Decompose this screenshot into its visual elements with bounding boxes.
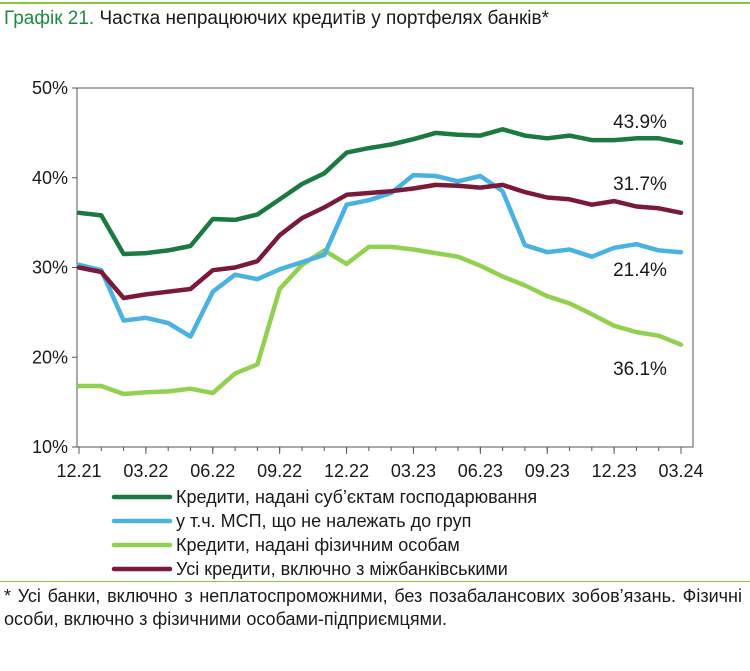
- line-chart: 10% 20% 30% 40% 50% 12.21 03.22 06.22 09.22 12.22…: [32, 78, 704, 579]
- x-tick-label: 03.24: [658, 461, 703, 481]
- y-tick-label: 50%: [32, 78, 68, 98]
- series-line-1: [76, 127, 684, 257]
- legend-label-3: Кредити, надані фізичним особам: [176, 535, 460, 555]
- x-tick-label: 06.22: [190, 461, 235, 481]
- chart-title: Графік 21. Частка непрацюючих кредитів у…: [4, 8, 549, 30]
- x-tick-label: 12.22: [324, 461, 369, 481]
- y-tick-label: 20%: [32, 347, 68, 367]
- legend-label-4: Усі кредити, включно з міжбанківськими: [176, 559, 508, 579]
- x-tick-label: 06.23: [458, 461, 503, 481]
- series-line-2: [76, 172, 684, 339]
- x-tick-label: 12.23: [592, 461, 637, 481]
- chart-number: Графік 21.: [4, 8, 95, 29]
- series-line-4: [76, 182, 684, 301]
- x-tick-label: 09.23: [525, 461, 570, 481]
- x-tick-label: 09.22: [257, 461, 302, 481]
- series-end-label-3: 21.4%: [613, 260, 667, 281]
- footnote: * Усі банки, включно з неплатоспроможним…: [4, 586, 742, 629]
- y-tick-label: 40%: [32, 168, 68, 188]
- series-end-label-2: 31.7%: [613, 174, 667, 195]
- series-end-label-1: 43.9%: [613, 112, 667, 133]
- y-tick-label: 10%: [32, 437, 68, 457]
- chart-title-text: Частка непрацюючих кредитів у портфелях …: [94, 8, 550, 29]
- y-tick-label: 30%: [32, 258, 68, 278]
- series-end-label-4: 36.1%: [613, 359, 667, 380]
- x-tick-label: 03.23: [391, 461, 436, 481]
- series-line-3: [76, 244, 684, 397]
- legend-label-1: Кредити, надані суб’єктам господарювання: [176, 487, 537, 507]
- top-rule: [0, 2, 750, 4]
- legend-label-2: у т.ч. МСП, що не належать до груп: [176, 511, 471, 531]
- x-tick-label: 12.21: [56, 461, 101, 481]
- footnote-rule: [0, 581, 750, 582]
- x-tick-label: 03.22: [123, 461, 168, 481]
